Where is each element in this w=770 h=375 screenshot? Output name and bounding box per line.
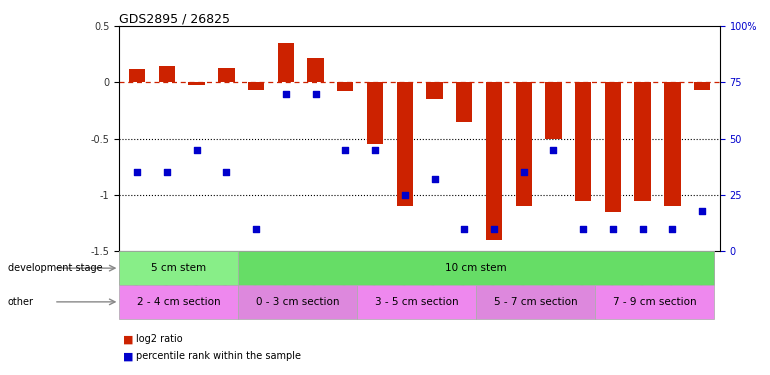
Bar <box>516 82 532 206</box>
Point <box>637 226 649 232</box>
Point <box>607 226 619 232</box>
Bar <box>218 68 235 82</box>
Bar <box>367 82 383 144</box>
Bar <box>397 82 413 206</box>
Point <box>399 192 411 198</box>
Bar <box>159 66 175 82</box>
Point <box>458 226 470 232</box>
Text: 2 - 4 cm section: 2 - 4 cm section <box>137 297 221 307</box>
Point <box>577 226 589 232</box>
Bar <box>357 285 476 319</box>
Text: ■: ■ <box>123 351 134 361</box>
Bar <box>665 82 681 206</box>
Bar <box>307 58 323 82</box>
Text: 7 - 9 cm section: 7 - 9 cm section <box>613 297 696 307</box>
Point <box>280 91 292 97</box>
Bar <box>337 82 353 92</box>
Bar <box>476 285 595 319</box>
Bar <box>634 82 651 201</box>
Point <box>161 170 173 176</box>
Text: percentile rank within the sample: percentile rank within the sample <box>136 351 301 361</box>
Bar <box>248 82 264 90</box>
Point <box>310 91 322 97</box>
Point <box>547 147 560 153</box>
Text: log2 ratio: log2 ratio <box>136 334 183 344</box>
Point <box>517 170 530 176</box>
Text: 10 cm stem: 10 cm stem <box>445 263 507 273</box>
Text: development stage: development stage <box>8 263 102 273</box>
Point <box>190 147 203 153</box>
Bar <box>129 69 146 82</box>
Bar <box>575 82 591 201</box>
Point <box>369 147 381 153</box>
Bar <box>119 285 238 319</box>
Bar <box>278 43 294 82</box>
Bar <box>119 251 238 285</box>
Bar <box>486 82 502 240</box>
Point <box>220 170 233 176</box>
Bar <box>595 285 714 319</box>
Point <box>131 170 143 176</box>
Text: 3 - 5 cm section: 3 - 5 cm section <box>375 297 458 307</box>
Bar <box>456 82 473 122</box>
Bar <box>189 82 205 85</box>
Bar <box>238 285 357 319</box>
Text: ■: ■ <box>123 334 134 344</box>
Point <box>666 226 678 232</box>
Bar <box>427 82 443 99</box>
Text: other: other <box>8 297 34 307</box>
Bar <box>545 82 561 139</box>
Text: 5 - 7 cm section: 5 - 7 cm section <box>494 297 578 307</box>
Point <box>339 147 351 153</box>
Point <box>696 208 708 214</box>
Bar <box>694 82 710 90</box>
Bar <box>238 251 714 285</box>
Point <box>428 176 440 182</box>
Bar <box>604 82 621 212</box>
Text: 5 cm stem: 5 cm stem <box>151 263 206 273</box>
Point <box>488 226 500 232</box>
Text: 0 - 3 cm section: 0 - 3 cm section <box>256 297 340 307</box>
Point <box>250 226 263 232</box>
Text: GDS2895 / 26825: GDS2895 / 26825 <box>119 12 230 25</box>
